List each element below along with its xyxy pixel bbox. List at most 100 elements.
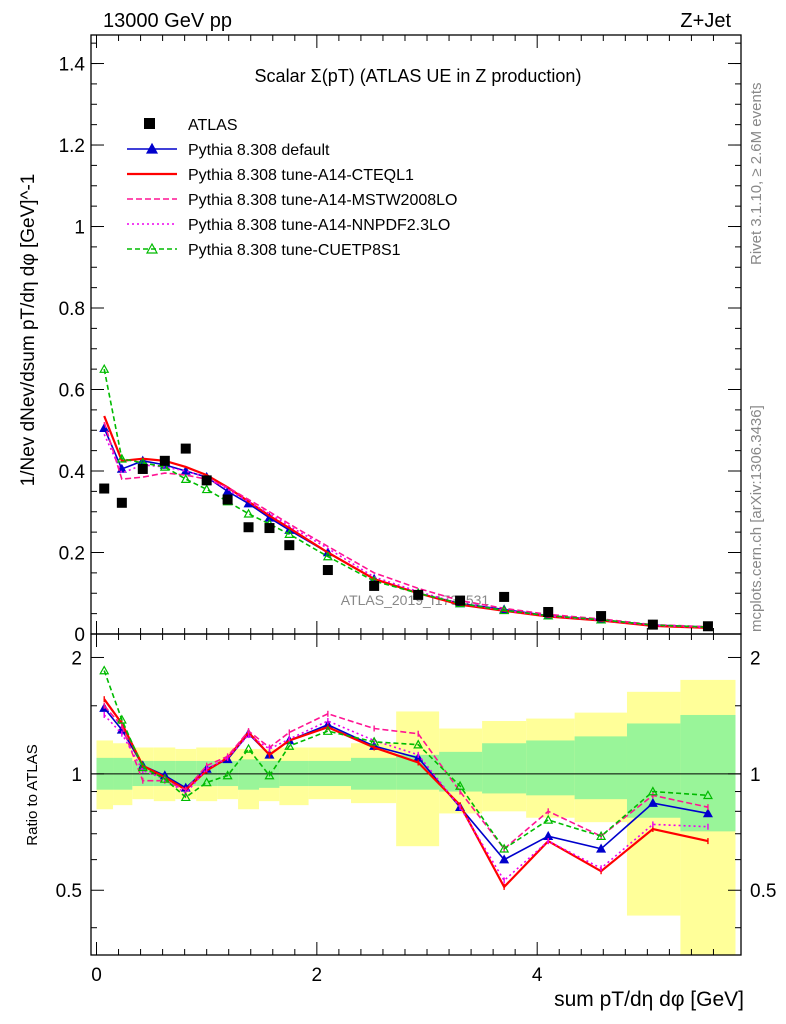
series-marker: [264, 770, 275, 780]
y-tick-label: 0.8: [59, 299, 85, 320]
series-marker: [322, 551, 333, 561]
legend-marker: [145, 142, 159, 154]
ratio-tick-label: 0.5: [56, 881, 82, 902]
series-marker: [99, 422, 110, 433]
analysis-watermark: ATLAS_2019_I1736531: [341, 592, 490, 608]
legend-label: Pythia 8.308 tune-CUETP8S1: [188, 242, 401, 259]
main-panel-series: [99, 363, 713, 631]
ratio-panel-frame: [90, 633, 742, 956]
atlas-data-point: [322, 565, 333, 576]
ratio-tick-label-right: 1: [750, 765, 761, 786]
green-band-bin: [482, 743, 527, 794]
series-marker: [369, 736, 380, 746]
beam-label: 13000 GeV pp: [103, 10, 232, 32]
series-marker: [201, 777, 212, 787]
y-tick-label: 0: [74, 625, 85, 646]
rivet-label: Rivet 3.1.10, ≥ 2.6M events: [748, 83, 765, 266]
ratio-tick-label-right: 0.5: [750, 881, 776, 902]
series-marker: [543, 814, 554, 824]
atlas-data-point: [369, 580, 380, 591]
atlas-data-point: [543, 606, 554, 617]
series-marker: [647, 786, 658, 796]
axis-ticks: 00.20.40.60.811.21.40 2 40.5 0.51 12 2: [56, 35, 776, 986]
series-marker: [322, 725, 333, 735]
y-tick-label: 1.2: [59, 136, 85, 157]
atlas-data-point: [159, 455, 170, 466]
green-band-bin: [574, 736, 627, 800]
atlas-data-point: [137, 463, 148, 474]
legend-label: Pythia 8.308 tune-A14-NNPDF2.3LO: [188, 217, 450, 234]
series-line-main: [103, 434, 708, 629]
legend-label: Pythia 8.308 default: [188, 142, 330, 159]
atlas-data-point: [455, 595, 466, 606]
ratio-axis-label: Ratio to ATLAS: [24, 744, 41, 845]
series-marker: [413, 739, 424, 749]
y-axis-label: 1/Nev dNev/dsum pT/dη dφ [GeV]^-1: [18, 174, 39, 487]
atlas-data-point: [201, 475, 212, 486]
series-marker: [180, 792, 191, 802]
x-tick-label: 2: [312, 965, 323, 986]
y-tick-label: 1: [74, 218, 85, 239]
legend-label: Pythia 8.308 tune-A14-MSTW2008LO: [188, 192, 457, 209]
atlas-data-point: [284, 540, 295, 551]
series-marker: [116, 453, 127, 463]
ratio-tick-label-right: 2: [750, 648, 761, 669]
ratio-panel-series: [99, 665, 713, 890]
series-marker: [596, 843, 607, 853]
series-marker: [499, 605, 510, 615]
series-marker: [243, 743, 254, 753]
ratio-tick-label: 1: [71, 765, 82, 786]
x-axis-label: sum pT/dη dφ [GeV]: [554, 988, 744, 1011]
atlas-data-point: [596, 611, 607, 622]
series-marker: [99, 363, 110, 373]
atlas-data-point: [222, 494, 233, 505]
series-marker: [201, 484, 212, 494]
series-marker: [284, 528, 295, 538]
series-line-main: [103, 368, 708, 628]
green-band-bin: [238, 759, 260, 790]
series-marker: [137, 762, 148, 772]
y-tick-label: 0.4: [59, 462, 86, 483]
legend-label: Pythia 8.308 tune-A14-CTEQL1: [188, 167, 414, 184]
series-marker: [159, 773, 170, 783]
y-tick-label: 0.6: [59, 381, 85, 402]
series-marker: [116, 714, 127, 724]
series-marker: [499, 854, 510, 864]
y-tick-label: 1.4: [59, 55, 86, 76]
atlas-data-point: [702, 621, 713, 632]
atlas-data-point: [116, 497, 127, 508]
atlas-data-point: [99, 483, 110, 494]
series-marker: [455, 780, 466, 790]
legend: ATLAS Pythia 8.308 default Pythia 8.308 tu…: [127, 117, 457, 259]
series-marker: [702, 808, 713, 818]
ratio-tick-label: 2: [71, 648, 82, 669]
series-marker: [222, 770, 233, 780]
series-marker: [499, 843, 510, 853]
ratio-uncertainty-bands: [91, 679, 741, 955]
mcplots-label: mcplots.cern.ch [arXiv:1306.3436]: [748, 405, 765, 632]
x-tick-label: 0: [91, 965, 102, 986]
atlas-data-point: [243, 522, 254, 533]
series-marker: [596, 830, 607, 840]
series-line-ratio: [103, 670, 709, 850]
legend-label: ATLAS: [188, 117, 238, 134]
atlas-data-point: [413, 589, 424, 600]
atlas-data-point: [180, 443, 191, 454]
legend-marker-atlas: [144, 118, 155, 129]
x-tick-label: 4: [532, 965, 543, 986]
y-tick-label: 0.2: [59, 544, 85, 565]
data-points: [99, 443, 713, 632]
green-band-bin: [526, 740, 575, 796]
series-marker: [159, 461, 170, 471]
process-label: Z+Jet: [680, 10, 731, 32]
series-marker: [284, 740, 295, 750]
series-marker: [180, 473, 191, 483]
axis-frames: [90, 34, 742, 956]
series-marker: [243, 508, 254, 518]
atlas-data-point: [264, 523, 275, 534]
legend-marker: [145, 242, 159, 254]
atlas-data-point: [647, 619, 658, 630]
atlas-data-point: [499, 591, 510, 602]
chart-title: Scalar Σ(pT) (ATLAS UE in Z production): [255, 66, 582, 86]
